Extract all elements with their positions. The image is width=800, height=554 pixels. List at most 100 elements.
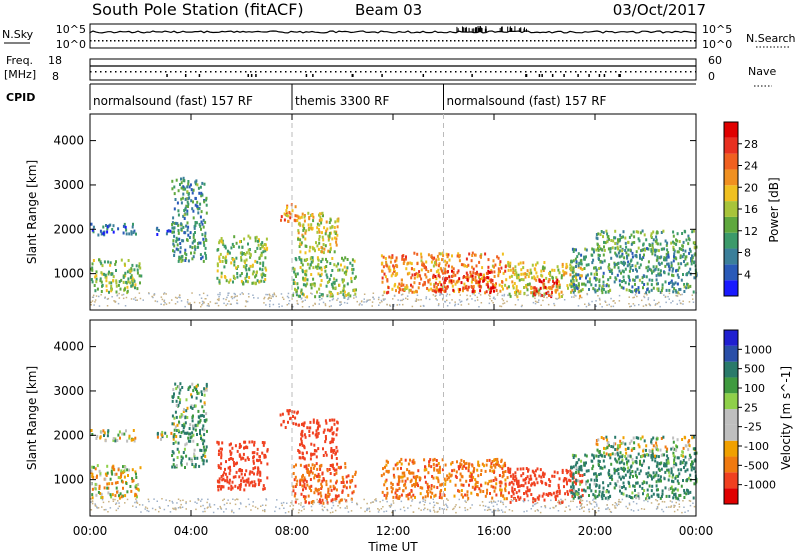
- range-cell: [472, 271, 475, 275]
- range-cell: [192, 427, 195, 431]
- range-cell: [433, 494, 436, 498]
- range-cell: [609, 250, 612, 254]
- range-cell: [690, 468, 693, 472]
- noise-cell: [595, 300, 597, 302]
- range-cell: [325, 284, 328, 288]
- noise-cell: [575, 295, 577, 297]
- range-cell: [609, 495, 611, 498]
- range-cell: [308, 470, 311, 474]
- range-cell: [201, 393, 203, 396]
- range-cell: [527, 481, 530, 485]
- range-cell: [318, 424, 321, 428]
- range-cell: [258, 257, 261, 260]
- range-cell: [618, 455, 621, 459]
- noise-cell: [358, 304, 361, 306]
- range-cell: [603, 259, 606, 263]
- noise-cell: [537, 301, 540, 303]
- range-cell: [569, 479, 572, 483]
- nave-dot: [185, 71, 187, 73]
- range-cell: [588, 288, 590, 291]
- nsearch-dot: [658, 40, 660, 42]
- range-cell: [172, 216, 175, 220]
- range-cell: [437, 274, 440, 278]
- range-cell: [487, 258, 490, 262]
- range-cell: [389, 268, 392, 272]
- range-cell: [254, 482, 257, 486]
- range-cell: [94, 487, 97, 491]
- range-cell: [329, 250, 331, 254]
- range-cell: [594, 283, 597, 287]
- range-cell: [124, 465, 127, 469]
- range-cell: [648, 484, 651, 488]
- nave-dot: [385, 71, 387, 73]
- range-cell: [135, 476, 138, 479]
- range-cell: [331, 269, 334, 272]
- range-cell: [655, 248, 658, 252]
- range-cell: [312, 247, 315, 251]
- range-cell: [438, 252, 441, 256]
- range-cell: [257, 243, 260, 247]
- range-cell: [500, 266, 503, 270]
- range-cell: [130, 284, 133, 288]
- range-cell: [308, 227, 311, 231]
- range-cell: [509, 294, 512, 298]
- range-cell: [643, 274, 646, 278]
- noise-cell: [216, 302, 218, 304]
- noise-cell: [630, 305, 632, 307]
- range-cell: [629, 265, 632, 269]
- range-cell: [604, 290, 607, 294]
- range-cell: [682, 273, 684, 276]
- noise-cell: [628, 303, 630, 305]
- range-cell: [651, 449, 654, 453]
- range-cell: [299, 266, 302, 269]
- range-cell: [507, 268, 510, 272]
- range-cell: [190, 251, 192, 255]
- range-cell: [495, 482, 498, 486]
- range-cell: [205, 418, 208, 422]
- range-cell: [178, 450, 180, 454]
- range-cell: [508, 275, 511, 279]
- range-cell: [497, 274, 500, 278]
- range-cell: [253, 443, 256, 447]
- range-cell: [616, 245, 619, 249]
- range-cell: [420, 277, 423, 281]
- range-cell: [571, 494, 574, 498]
- nsearch-dot: [234, 40, 236, 42]
- noise-cell: [392, 298, 394, 300]
- noise-cell: [304, 296, 307, 299]
- range-cell: [651, 458, 654, 462]
- range-cell: [592, 287, 595, 291]
- range-cell: [635, 230, 638, 234]
- range-cell: [486, 491, 488, 495]
- nsearch-dot: [270, 40, 272, 42]
- range-cell: [313, 491, 316, 495]
- range-cell: [225, 279, 228, 283]
- range-cell: [637, 288, 640, 292]
- nsearch-dot: [674, 40, 676, 42]
- nsearch-dot: [130, 40, 132, 42]
- noise-cell: [632, 296, 634, 299]
- range-cell: [481, 462, 484, 466]
- range-cell: [618, 485, 621, 489]
- range-cell: [677, 268, 680, 272]
- nsearch-dot: [614, 40, 616, 42]
- range-cell: [332, 437, 335, 441]
- range-cell: [203, 448, 206, 452]
- range-cell: [629, 454, 632, 458]
- range-cell: [528, 477, 531, 481]
- range-cell: [595, 483, 598, 487]
- range-cell: [470, 280, 473, 284]
- range-cell: [330, 454, 333, 458]
- range-cell: [180, 260, 183, 263]
- range-cell: [236, 272, 239, 275]
- nave-dot: [590, 71, 592, 73]
- range-cell: [351, 267, 353, 271]
- range-cell: [650, 440, 653, 444]
- range-cell: [500, 493, 502, 497]
- noise-cell: [675, 294, 677, 297]
- range-cell: [231, 446, 234, 450]
- range-cell: [660, 247, 663, 251]
- range-cell: [624, 267, 627, 271]
- noise-cell: [336, 299, 338, 301]
- range-cell: [108, 290, 110, 294]
